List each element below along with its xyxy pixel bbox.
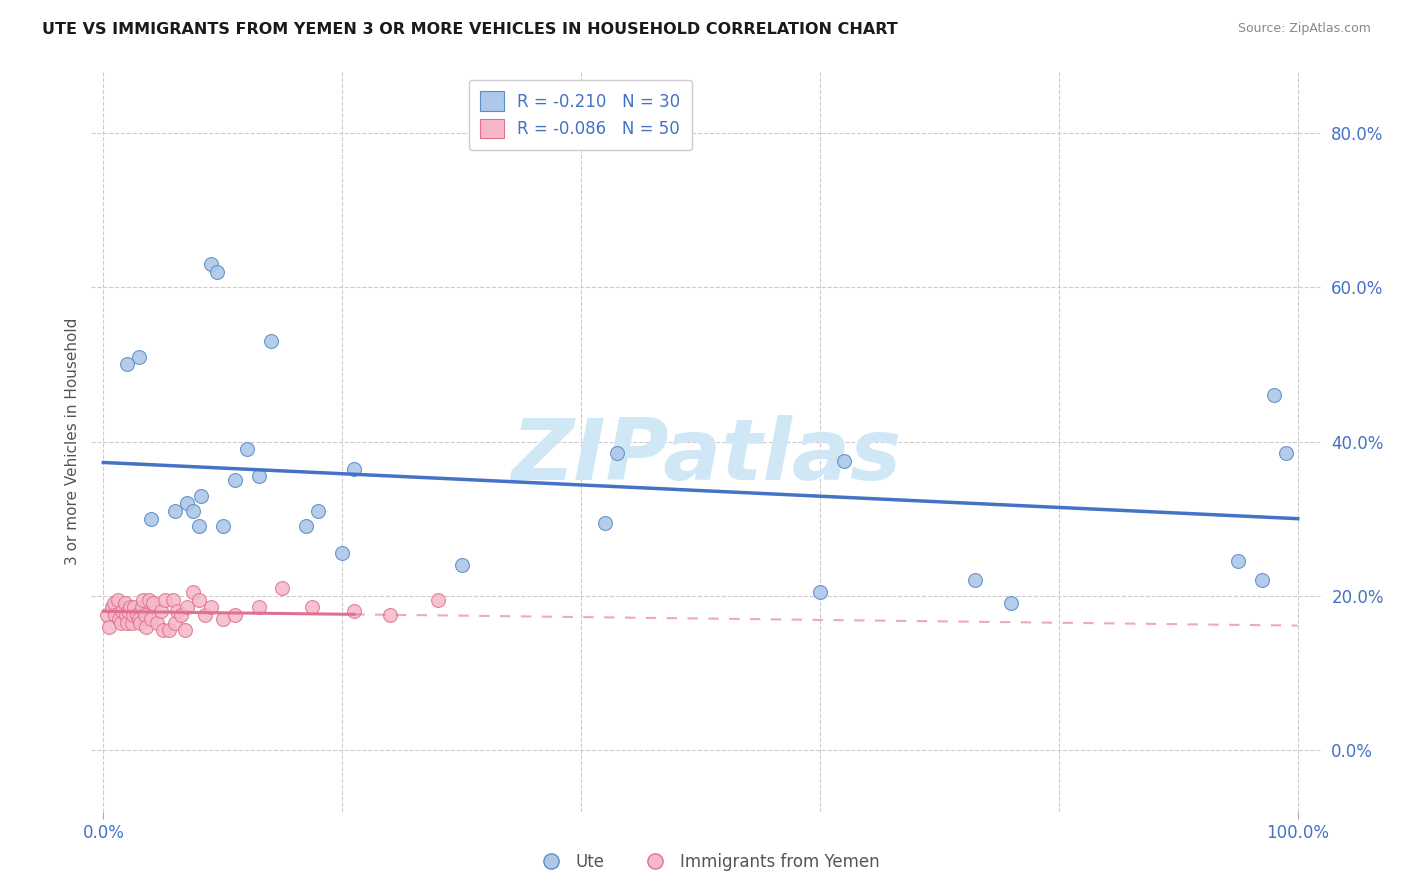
- Point: [131, 600, 153, 615]
- Point: [170, 608, 193, 623]
- Point: [224, 473, 246, 487]
- Text: ZIPatlas: ZIPatlas: [512, 415, 901, 498]
- Point: [166, 604, 188, 618]
- Point: [110, 615, 132, 630]
- Point: [149, 604, 172, 618]
- Point: [138, 592, 160, 607]
- Point: [163, 504, 186, 518]
- Point: [129, 615, 152, 630]
- Point: [118, 600, 141, 615]
- Point: [307, 504, 329, 518]
- Point: [965, 574, 987, 588]
- Point: [114, 597, 136, 611]
- Point: [1263, 388, 1285, 402]
- Point: [128, 350, 150, 364]
- Point: [330, 546, 353, 560]
- Point: [1227, 554, 1250, 568]
- Point: [211, 519, 233, 533]
- Point: [194, 608, 217, 623]
- Point: [224, 608, 246, 623]
- Point: [162, 592, 184, 607]
- Point: [124, 600, 146, 615]
- Point: [125, 608, 148, 623]
- Point: [111, 604, 134, 618]
- Point: [235, 442, 257, 457]
- Point: [343, 461, 366, 475]
- Point: [200, 600, 222, 615]
- Point: [157, 624, 180, 638]
- Point: [187, 592, 209, 607]
- Point: [181, 504, 204, 518]
- Point: [100, 600, 122, 615]
- Text: Source: ZipAtlas.com: Source: ZipAtlas.com: [1237, 22, 1371, 36]
- Point: [132, 592, 155, 607]
- Point: [115, 358, 138, 372]
- Point: [259, 334, 281, 349]
- Point: [450, 558, 472, 572]
- Point: [108, 612, 131, 626]
- Point: [271, 581, 294, 595]
- Point: [155, 592, 177, 607]
- Point: [139, 511, 162, 525]
- Point: [1000, 597, 1022, 611]
- Point: [295, 519, 318, 533]
- Point: [247, 600, 270, 615]
- Point: [128, 612, 150, 626]
- Legend: Ute, Immigrants from Yemen: Ute, Immigrants from Yemen: [527, 847, 886, 878]
- Point: [181, 585, 204, 599]
- Point: [211, 612, 233, 626]
- Point: [187, 519, 209, 533]
- Point: [301, 600, 323, 615]
- Point: [808, 585, 831, 599]
- Text: UTE VS IMMIGRANTS FROM YEMEN 3 OR MORE VEHICLES IN HOUSEHOLD CORRELATION CHART: UTE VS IMMIGRANTS FROM YEMEN 3 OR MORE V…: [42, 22, 898, 37]
- Point: [122, 608, 145, 623]
- Point: [115, 608, 138, 623]
- Point: [190, 489, 212, 503]
- Point: [200, 257, 222, 271]
- Point: [378, 608, 401, 623]
- Point: [593, 516, 616, 530]
- Point: [176, 496, 198, 510]
- Point: [146, 615, 169, 630]
- Point: [1275, 446, 1298, 460]
- Point: [98, 619, 121, 633]
- Point: [135, 619, 157, 633]
- Point: [606, 446, 628, 460]
- Point: [103, 597, 125, 611]
- Point: [134, 608, 156, 623]
- Point: [176, 600, 198, 615]
- Point: [426, 592, 449, 607]
- Point: [117, 604, 139, 618]
- Point: [142, 597, 165, 611]
- Point: [139, 612, 162, 626]
- Point: [115, 615, 138, 630]
- Point: [832, 454, 855, 468]
- Point: [121, 615, 143, 630]
- Y-axis label: 3 or more Vehicles in Household: 3 or more Vehicles in Household: [65, 318, 80, 566]
- Point: [107, 592, 129, 607]
- Point: [343, 604, 366, 618]
- Point: [205, 265, 228, 279]
- Point: [173, 624, 195, 638]
- Point: [163, 615, 186, 630]
- Point: [1251, 574, 1274, 588]
- Point: [247, 469, 270, 483]
- Point: [96, 608, 118, 623]
- Point: [152, 624, 174, 638]
- Point: [104, 608, 127, 623]
